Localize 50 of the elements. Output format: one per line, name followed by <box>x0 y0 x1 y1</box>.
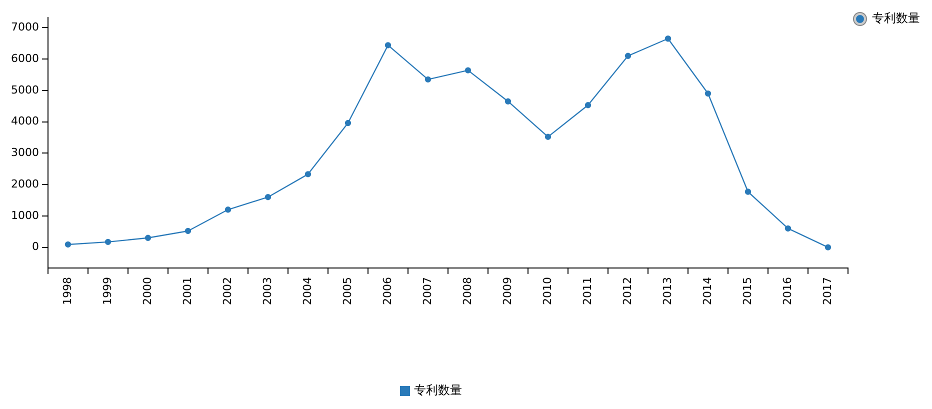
x-tick-label: 2010 <box>540 277 554 306</box>
point <box>744 188 752 195</box>
y-tick-label: 1000 <box>10 208 39 222</box>
x-tick-label: 2003 <box>260 277 274 306</box>
x-tick-label: 2017 <box>820 277 834 306</box>
y-tick-label: 5000 <box>10 83 39 96</box>
x-tick-label: 2005 <box>340 277 354 306</box>
point <box>824 244 832 250</box>
point <box>144 234 152 241</box>
point <box>664 36 672 42</box>
point <box>504 98 512 104</box>
x-tick-label: 2014 <box>700 277 714 306</box>
point <box>344 120 352 126</box>
point <box>384 42 392 48</box>
x-tick-label: 2011 <box>580 277 594 306</box>
x-tick-label: 2015 <box>740 277 754 306</box>
x-tick-label: 2001 <box>180 277 194 306</box>
point <box>424 76 432 83</box>
x-tick-label: 2016 <box>780 277 794 306</box>
x-tick-label: 2002 <box>220 277 234 306</box>
point <box>544 134 552 140</box>
x-tick-label: 1999 <box>100 277 114 306</box>
point <box>704 90 712 97</box>
point <box>784 225 792 232</box>
point <box>224 206 232 213</box>
point <box>64 241 72 248</box>
point <box>304 171 312 178</box>
point <box>624 52 632 59</box>
point <box>584 102 592 108</box>
x-tick-label: 2006 <box>380 277 394 306</box>
point <box>104 238 112 246</box>
x-tick-label: 2013 <box>660 277 674 306</box>
point <box>464 67 472 74</box>
y-tick-label: 0 <box>32 240 39 254</box>
x-tick-label: 2007 <box>420 277 434 306</box>
point <box>184 228 192 234</box>
x-tick-label: 2004 <box>300 277 314 306</box>
point <box>264 194 272 200</box>
x-tick-label: 2000 <box>140 277 154 306</box>
y-tick-label: 2000 <box>10 177 39 190</box>
y-tick-label: 4000 <box>10 114 39 128</box>
y-tick-label: 3000 <box>10 146 39 160</box>
legend-label: 专利数量 <box>872 10 920 27</box>
y-tick-label: 6000 <box>10 52 39 65</box>
x-tick-label: 1998 <box>60 277 74 306</box>
x-tick-label: 2008 <box>460 277 474 306</box>
y-tick-label: 7000 <box>10 20 39 34</box>
x-tick-label: 2009 <box>500 277 514 306</box>
x-tick-label: 2012 <box>620 277 634 306</box>
text: 专利数量 <box>414 383 462 397</box>
